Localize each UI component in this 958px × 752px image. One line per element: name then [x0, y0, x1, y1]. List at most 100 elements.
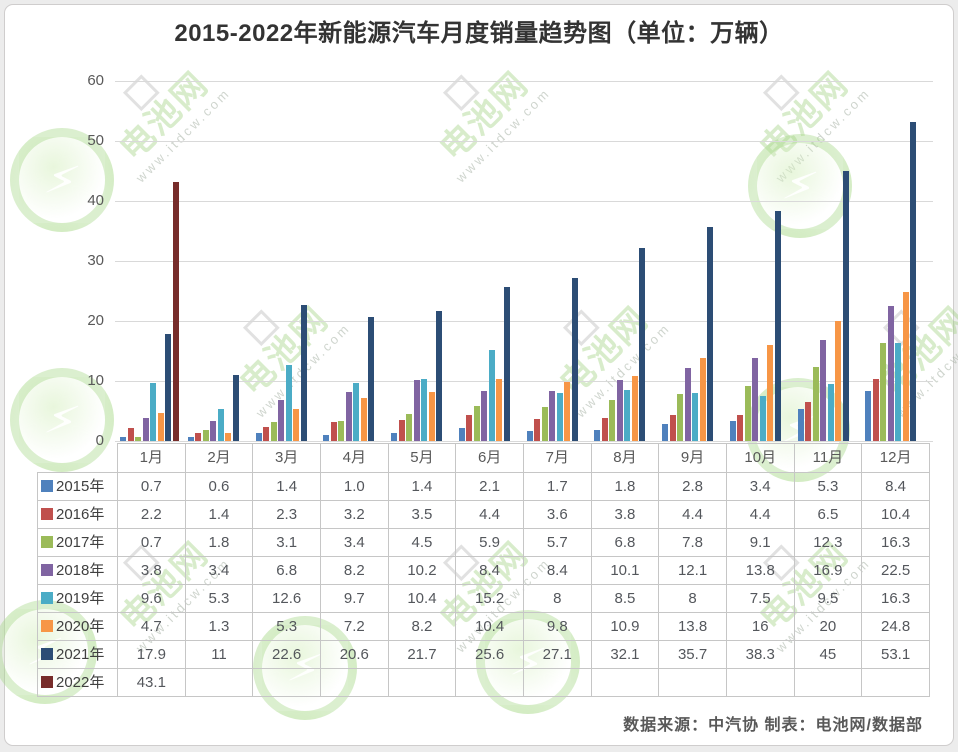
value-cell: 15.2 [455, 584, 524, 613]
value-cell [184, 668, 254, 697]
value-cell: 4.5 [387, 528, 457, 557]
value-cell: 10.4 [455, 612, 524, 641]
value-cell: 43.1 [117, 668, 186, 697]
value-cell: 10.2 [387, 556, 457, 585]
bar-2019年-7月 [556, 393, 563, 441]
bar-2020年-5月 [428, 391, 435, 441]
value-cell: 3.8 [590, 500, 660, 529]
legend-swatch [41, 648, 53, 660]
value-cell [658, 668, 727, 697]
bar-2020年-3月 [293, 409, 299, 441]
bar-2018年-10月 [752, 358, 759, 441]
bar-2015年-6月 [458, 428, 465, 441]
bar-group-1月 [117, 81, 185, 441]
month-header-cell: 6月 [455, 443, 524, 473]
bar-2021年-8月 [639, 248, 646, 441]
y-axis-tick-label: 60 [87, 72, 104, 89]
value-cell: 1.8 [184, 528, 254, 557]
value-cell: 5.7 [522, 528, 592, 557]
value-cell [252, 668, 321, 697]
value-cell: 8.2 [387, 612, 457, 641]
table-row-2019年: 2019年 9.6 5.3 12.6 9.7 10.4 15.2 8 8.5 8 7.5 9.5 16.… [37, 584, 930, 613]
data-table: 1月 2月 3月 4月 5月 6月 7月 8月 9月 10月 11月 12月 2015年 0.7 0.6 1.… [37, 443, 930, 697]
bar-2019年-11月 [827, 384, 834, 441]
table-row-2020年: 2020年 4.7 1.3 5.3 7.2 8.2 10.4 9.8 10.9 13.8 16 20 2… [37, 612, 930, 641]
month-header-cell: 11月 [793, 443, 863, 473]
bar-2018年-9月 [684, 368, 691, 441]
bar-2016年-3月 [263, 427, 269, 441]
year-label-cell: 2021年 [37, 640, 118, 669]
bar-2019年-3月 [285, 365, 292, 441]
value-cell: 0.7 [117, 528, 186, 557]
table-row-2016年: 2016年 2.2 1.4 2.3 3.2 3.5 4.4 3.6 3.8 4.4 4.4 6.5 10… [37, 500, 930, 529]
value-cell: 1.4 [252, 472, 321, 501]
series-name-label: 2015年 [56, 478, 105, 495]
series-name-label: 2018年 [56, 562, 105, 579]
value-cell: 20 [793, 612, 863, 641]
value-cell: 8.2 [319, 556, 389, 585]
value-cell: 9.6 [117, 584, 186, 613]
bar-2016年-12月 [872, 378, 879, 441]
year-label-cell: 2015年 [37, 472, 118, 501]
value-cell: 12.6 [252, 584, 321, 613]
value-cell: 1.4 [387, 472, 457, 501]
series-name-label: 2021年 [56, 646, 105, 663]
bar-2018年-4月 [345, 391, 352, 441]
value-cell: 3.4 [184, 556, 254, 585]
value-cell: 2.8 [658, 472, 727, 501]
series-name-label: 2020年 [56, 618, 105, 635]
value-cell: 5.3 [252, 612, 321, 641]
bar-2021年-6月 [503, 287, 510, 441]
value-cell: 5.3 [184, 584, 254, 613]
bar-2020年-7月 [564, 382, 570, 441]
table-row-2022年: 2022年 43.1 [37, 668, 930, 697]
bar-group-11月 [795, 81, 863, 441]
year-label-cell: 2018年 [37, 556, 118, 585]
table-row-2015年: 2015年 0.7 0.6 1.4 1.0 1.4 2.1 1.7 1.8 2.8 3.4 5.3 8.… [37, 472, 930, 501]
value-cell: 8.5 [590, 584, 660, 613]
value-cell: 3.2 [319, 500, 389, 529]
bar-2018年-11月 [820, 339, 826, 441]
legend-swatch [41, 676, 53, 688]
bar-2017年-9月 [677, 394, 683, 441]
value-cell: 2.3 [252, 500, 321, 529]
bar-2016年-1月 [127, 427, 134, 441]
bar-2015年-2月 [187, 437, 194, 441]
value-cell: 10.9 [590, 612, 660, 641]
month-header-cell: 8月 [590, 443, 660, 473]
month-header-cell: 1月 [117, 443, 186, 473]
value-cell: 12.1 [658, 556, 727, 585]
bar-2021年-7月 [571, 278, 578, 441]
bar-2020年-1月 [157, 412, 164, 441]
bar-2016年-2月 [195, 432, 202, 441]
value-cell: 6.5 [793, 500, 863, 529]
bar-2017年-6月 [473, 405, 480, 441]
value-cell: 3.5 [387, 500, 457, 529]
table-corner-cell [37, 443, 118, 473]
bar-2017年-10月 [744, 386, 751, 441]
table-row-2017年: 2017年 0.7 1.8 3.1 3.4 4.5 5.9 5.7 6.8 7.8 9.1 12.3 1… [37, 528, 930, 557]
table-row-2021年: 2021年 17.9 11 22.6 20.6 21.7 25.6 27.1 32.1 35.7 3… [37, 640, 930, 669]
year-label-cell: 2017年 [37, 528, 118, 557]
value-cell: 3.1 [252, 528, 321, 557]
value-cell [387, 668, 457, 697]
bar-2021年-11月 [842, 171, 849, 441]
gridline [115, 201, 933, 202]
value-cell: 7.8 [658, 528, 727, 557]
month-header-cell: 5月 [387, 443, 457, 473]
legend-swatch [41, 480, 53, 492]
bar-2017年-5月 [406, 414, 412, 441]
bar-2015年-11月 [797, 409, 804, 441]
value-cell: 3.4 [319, 528, 389, 557]
bar-2015年-10月 [729, 420, 736, 441]
bar-group-2月 [185, 81, 253, 441]
value-cell: 8.4 [861, 472, 930, 501]
value-cell: 16.9 [793, 556, 863, 585]
value-cell: 32.1 [590, 640, 660, 669]
bar-2020年-9月 [699, 358, 706, 441]
bar-2020年-8月 [631, 375, 638, 441]
value-cell: 5.3 [793, 472, 863, 501]
value-cell: 4.4 [658, 500, 727, 529]
bar-2018年-2月 [210, 420, 217, 441]
bar-2021年-12月 [910, 122, 917, 441]
